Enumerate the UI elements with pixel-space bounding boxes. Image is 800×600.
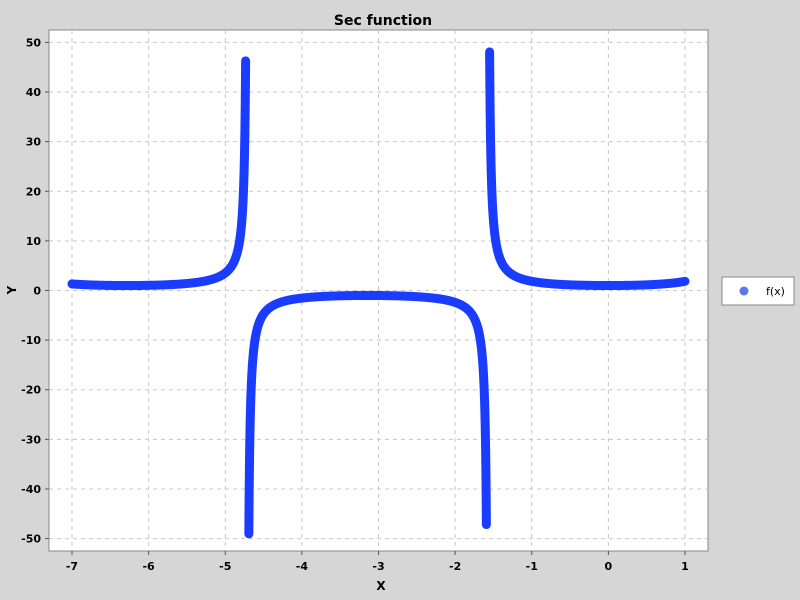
chart-title: Sec function: [334, 13, 432, 29]
x-tick-label: -3: [372, 560, 384, 573]
y-tick-label: 40: [26, 86, 42, 99]
y-tick-label: -20: [21, 384, 41, 397]
x-tick-label: -1: [526, 560, 538, 573]
x-tick-label: 1: [681, 560, 689, 573]
legend-marker: [739, 286, 749, 296]
legend: f(x): [721, 276, 795, 306]
series-branch: [67, 56, 251, 291]
grid: [49, 30, 708, 551]
y-tick-label: -30: [21, 433, 41, 446]
y-tick-label: 30: [26, 136, 42, 149]
y-tick-label: -40: [21, 483, 41, 496]
axis-ticks: -7 -6 -5 -4 -3 -2 -1 0 1-50-40-30-20-10010203040…: [21, 36, 689, 573]
y-tick-label: -10: [21, 334, 41, 347]
x-tick-label: -7: [66, 560, 78, 573]
y-tick-label: -50: [21, 533, 41, 546]
y-tick-label: 10: [26, 235, 42, 248]
y-tick-label: 50: [26, 36, 42, 49]
x-tick-label: -2: [449, 560, 461, 573]
x-axis-label: X: [376, 579, 386, 593]
series-branch: [485, 47, 690, 291]
x-tick-label: -5: [219, 560, 231, 573]
x-tick-label: -4: [296, 560, 309, 573]
x-tick-label: 0: [605, 560, 613, 573]
data-series: [67, 47, 690, 539]
y-axis-label: Y: [5, 285, 19, 295]
series-branch: [244, 290, 491, 539]
y-tick-label: 0: [33, 285, 41, 298]
legend-box: [721, 276, 795, 306]
x-tick-label: -6: [142, 560, 155, 573]
legend-label: f(x): [766, 285, 785, 298]
y-tick-label: 20: [26, 185, 42, 198]
